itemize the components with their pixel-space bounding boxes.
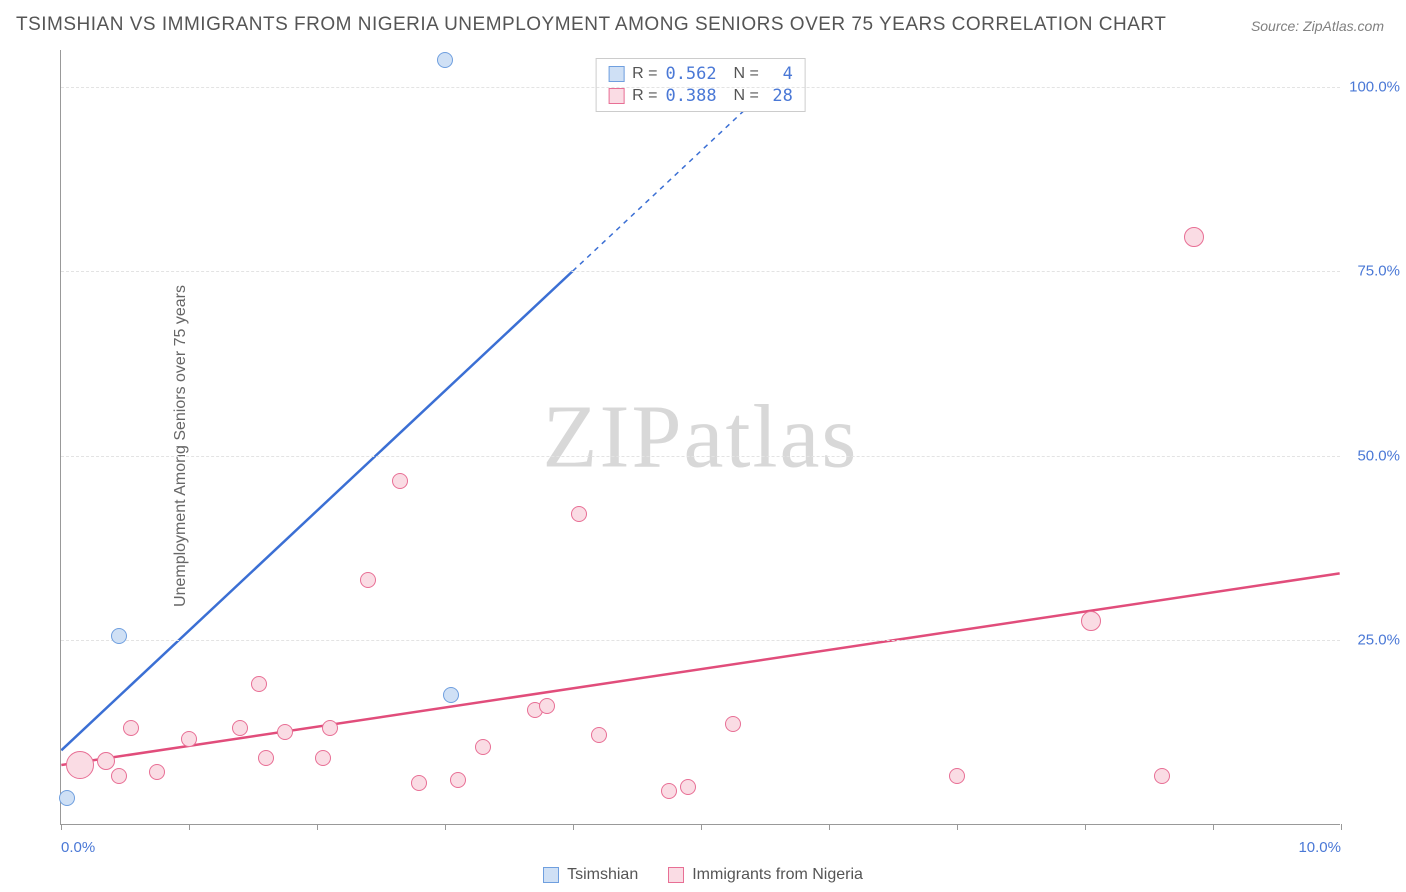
x-tick: [1085, 824, 1086, 830]
stats-legend-row: R = 0.562 N = 4: [608, 63, 793, 85]
plot-area: ZIPatlas R = 0.562 N = 4R = 0.388 N = 28…: [60, 50, 1340, 825]
watermark-zip: ZIP: [543, 388, 684, 487]
scatter-point: [66, 751, 94, 779]
scatter-point: [1081, 611, 1101, 631]
series-legend: Tsimshian Immigrants from Nigeria: [0, 866, 1406, 884]
watermark-atlas: atlas: [684, 388, 859, 487]
scatter-point: [475, 739, 491, 755]
x-tick: [189, 824, 190, 830]
x-tick: [701, 824, 702, 830]
scatter-point: [123, 720, 139, 736]
scatter-point: [360, 572, 376, 588]
chart-title: TSIMSHIAN VS IMMIGRANTS FROM NIGERIA UNE…: [16, 14, 1166, 36]
x-tick-label: 0.0%: [61, 839, 95, 856]
stat-n-label: N =: [725, 85, 759, 107]
scatter-point: [1154, 768, 1170, 784]
y-tick-label: 75.0%: [1345, 263, 1400, 280]
x-tick: [1341, 824, 1342, 830]
legend-swatch: [608, 88, 624, 104]
scatter-point: [680, 779, 696, 795]
legend-series-name: Immigrants from Nigeria: [692, 866, 863, 884]
scatter-point: [1184, 227, 1204, 247]
y-tick-label: 50.0%: [1345, 447, 1400, 464]
stat-r-label: R =: [632, 85, 657, 107]
trend-line: [61, 271, 572, 750]
stat-r-value: 0.388: [665, 85, 716, 107]
scatter-point: [450, 772, 466, 788]
gridline-h: [61, 456, 1340, 457]
stat-r-value: 0.562: [665, 63, 716, 85]
x-tick: [573, 824, 574, 830]
watermark: ZIPatlas: [543, 386, 859, 489]
scatter-point: [949, 768, 965, 784]
scatter-point: [437, 52, 453, 68]
stats-legend-row: R = 0.388 N = 28: [608, 85, 793, 107]
scatter-point: [232, 720, 248, 736]
scatter-point: [149, 764, 165, 780]
legend-swatch: [543, 867, 559, 883]
stats-legend-box: R = 0.562 N = 4R = 0.388 N = 28: [595, 58, 806, 112]
gridline-h: [61, 640, 1340, 641]
gridline-h: [61, 271, 1340, 272]
x-tick: [61, 824, 62, 830]
scatter-point: [111, 628, 127, 644]
scatter-point: [571, 506, 587, 522]
scatter-point: [591, 727, 607, 743]
scatter-point: [411, 775, 427, 791]
legend-swatch: [668, 867, 684, 883]
scatter-point: [315, 750, 331, 766]
y-tick-label: 100.0%: [1345, 78, 1400, 95]
scatter-point: [725, 716, 741, 732]
scatter-point: [322, 720, 338, 736]
scatter-point: [251, 676, 267, 692]
scatter-point: [277, 724, 293, 740]
stat-n-label: N =: [725, 63, 759, 85]
trend-lines-svg: [61, 50, 1340, 824]
scatter-point: [661, 783, 677, 799]
trend-line: [61, 573, 1339, 765]
legend-swatch: [608, 66, 624, 82]
scatter-point: [59, 790, 75, 806]
gridline-h: [61, 87, 1340, 88]
x-tick: [317, 824, 318, 830]
x-tick: [1213, 824, 1214, 830]
scatter-point: [111, 768, 127, 784]
x-tick: [829, 824, 830, 830]
scatter-point: [539, 698, 555, 714]
scatter-point: [392, 473, 408, 489]
legend-series-name: Tsimshian: [567, 866, 638, 884]
legend-item: Tsimshian: [543, 866, 638, 884]
source-credit: Source: ZipAtlas.com: [1251, 18, 1384, 34]
x-tick-label: 10.0%: [1298, 839, 1341, 856]
y-tick-label: 25.0%: [1345, 632, 1400, 649]
stat-n-value: 4: [767, 63, 793, 85]
scatter-point: [258, 750, 274, 766]
scatter-point: [181, 731, 197, 747]
legend-item: Immigrants from Nigeria: [668, 866, 863, 884]
scatter-point: [443, 687, 459, 703]
scatter-point: [97, 752, 115, 770]
stat-r-label: R =: [632, 63, 657, 85]
stat-n-value: 28: [767, 85, 793, 107]
x-tick: [445, 824, 446, 830]
x-tick: [957, 824, 958, 830]
